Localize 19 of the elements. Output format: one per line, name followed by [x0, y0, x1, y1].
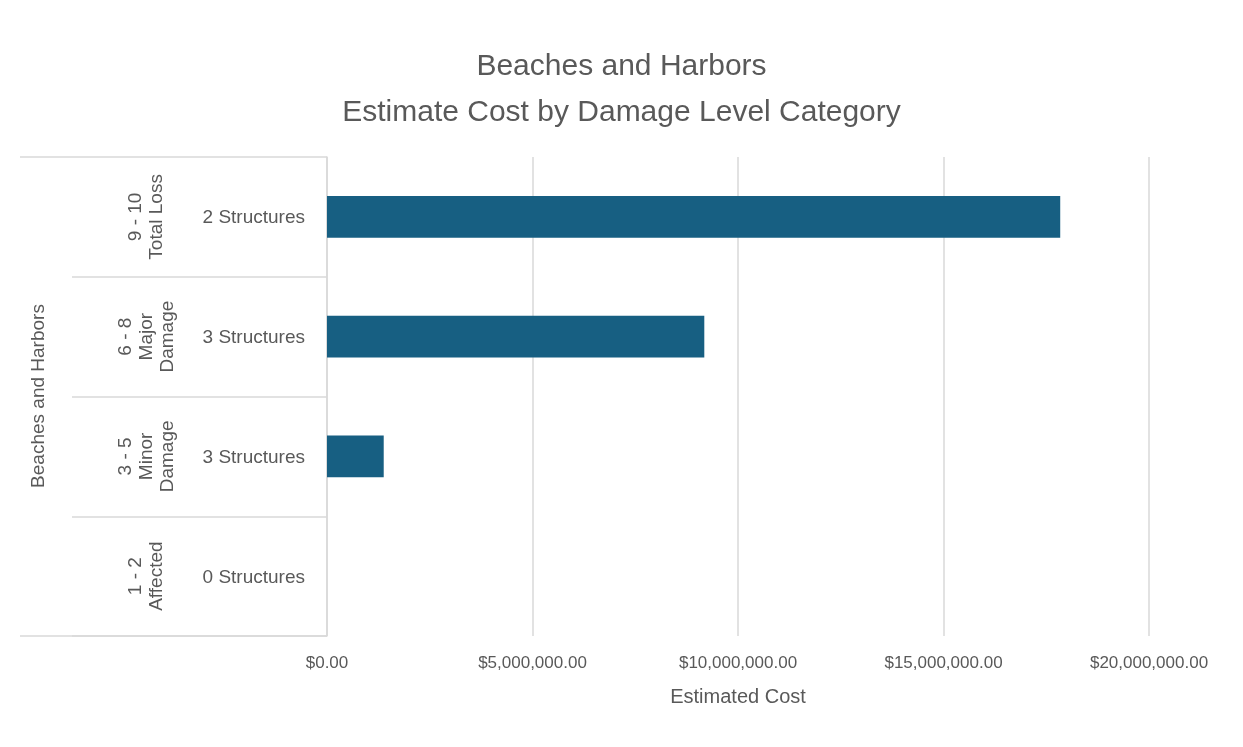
x-tick-label: $0.00: [305, 653, 349, 672]
y-tick-label: 2 Structures: [202, 206, 305, 228]
y-tick-label: 3 Structures: [202, 445, 305, 467]
bar: [327, 195, 1061, 238]
bar: [327, 315, 705, 358]
chart-title: Beaches and Harbors Estimate Cost by Damage Level Category: [342, 47, 901, 127]
text: Beaches and Harbors: [26, 304, 48, 488]
x-tick-label: $15,000,000.00: [884, 653, 1003, 672]
y-tick-label: 0 Structures: [202, 565, 305, 587]
text: 6 - 8 Major Damage: [113, 300, 177, 373]
text: 1 - 2 Affected: [124, 541, 166, 611]
x-tick-label: $20,000,000.00: [1089, 653, 1209, 672]
text: 9 - 10 Total Loss: [124, 174, 166, 260]
y-tick-label: 3 Structures: [202, 326, 305, 348]
bar: [327, 435, 384, 478]
x-axis-title: Estimated Cost: [670, 685, 807, 707]
x-tick-label: $5,000,000.00: [478, 653, 587, 672]
x-tick-label: $10,000,000.00: [678, 653, 798, 672]
text: 3 - 5 Minor Damage: [113, 420, 177, 493]
